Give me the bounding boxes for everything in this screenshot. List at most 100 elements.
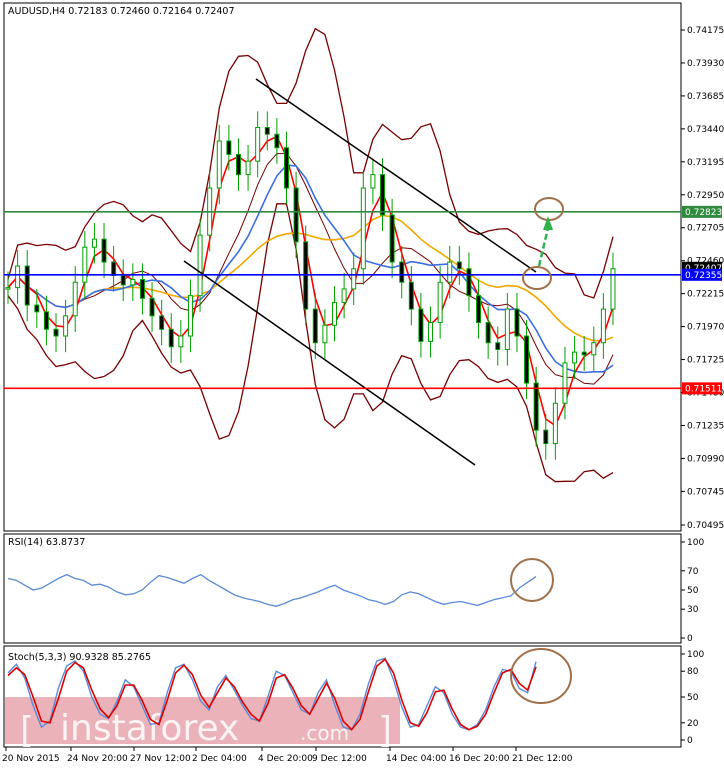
bollinger-upper-line — [7, 27, 614, 299]
candle-body — [351, 268, 357, 290]
channel-upper-line — [255, 78, 537, 273]
y-tick-label: 0.73195 — [687, 158, 724, 168]
candle-body — [111, 261, 117, 276]
rsi-y-tick-label: 70 — [687, 567, 699, 577]
stoch-y-tick-label: 80 — [687, 667, 699, 677]
candle-body — [418, 308, 424, 342]
y-tick-label: 0.71235 — [687, 421, 724, 431]
candle-body — [168, 328, 174, 348]
candle-body — [34, 304, 40, 313]
candle-body — [485, 322, 491, 344]
breakout-circle — [522, 266, 552, 290]
candle-body — [216, 140, 222, 189]
candle-body — [283, 147, 289, 189]
x-tick-label: 24 Nov 20:00 — [67, 754, 128, 764]
watermark-suffix: .com — [300, 721, 349, 745]
target-arrow-head — [543, 216, 553, 230]
moving-average-fast-line — [7, 135, 614, 427]
candle-body — [245, 160, 251, 176]
candle-body — [91, 238, 97, 248]
rsi-y-tick-label: 30 — [687, 605, 699, 615]
y-tick-label: 0.71725 — [687, 356, 724, 366]
candle-body — [187, 295, 193, 337]
candle-body — [476, 295, 482, 324]
candle-body — [341, 288, 347, 303]
y-tick-label: 0.70990 — [687, 454, 724, 464]
candle-body — [572, 351, 578, 364]
candle-body — [63, 315, 69, 337]
candle-body — [360, 187, 366, 270]
price-tag-box — [682, 205, 722, 218]
candle-body — [24, 265, 30, 306]
x-tick-label: 16 Dec 20:00 — [449, 754, 510, 764]
candle-body — [389, 214, 395, 263]
stoch-y-tick-label: 20 — [687, 719, 699, 729]
moving-average-slow-line — [7, 214, 614, 342]
stoch-main-line — [7, 657, 537, 731]
price-tag-box — [682, 268, 722, 281]
stoch-y-tick-label: 100 — [687, 650, 704, 660]
rsi-title: RSI(14) 63.8737 — [8, 537, 85, 548]
candle-body — [15, 265, 21, 289]
rsi-y-tick-label: 100 — [687, 538, 704, 548]
moving-average-mid-line — [7, 164, 614, 374]
candle-body — [591, 342, 597, 356]
channel-lower-line — [183, 260, 476, 466]
y-tick-label: 0.73440 — [687, 125, 724, 135]
x-tick-label: 27 Nov 12:00 — [130, 754, 191, 764]
candle-body — [322, 324, 328, 344]
candle-body — [533, 382, 539, 431]
candle-body — [235, 153, 241, 176]
x-tick-label: 14 Dec 04:00 — [386, 754, 447, 764]
candle-body — [5, 287, 11, 290]
candle-body — [82, 246, 88, 283]
y-tick-label: 0.72705 — [687, 224, 724, 234]
price-tag-label: 0.72355 — [685, 271, 722, 281]
watermark-bracket-right: ] — [378, 710, 392, 751]
main-panel — [3, 2, 682, 532]
candle-body — [120, 274, 126, 286]
candle-body — [274, 133, 280, 149]
candle-body — [312, 308, 318, 344]
x-tick-label: 4 Dec 20:00 — [258, 754, 313, 764]
x-tick-label: 2 Dec 04:00 — [192, 754, 247, 764]
y-tick-label: 0.70745 — [687, 487, 724, 497]
candle-body — [130, 279, 136, 286]
price-tag-label: 0.71511 — [685, 384, 722, 394]
x-tick-label: 21 Dec 12:00 — [512, 754, 573, 764]
y-tick-label: 0.74175 — [687, 26, 724, 36]
rsi-y-tick-label: 0 — [687, 634, 693, 644]
price-tag-label: 0.72823 — [685, 208, 722, 218]
candle-body — [466, 268, 472, 297]
candle-body — [543, 429, 549, 445]
candle-body — [428, 322, 434, 342]
y-tick-label: 0.70495 — [687, 521, 724, 531]
candle-body — [264, 127, 270, 135]
stoch-highlight-circle — [510, 648, 572, 704]
stoch-signal-line — [7, 657, 537, 731]
y-tick-label: 0.72215 — [687, 290, 724, 300]
candle-body — [437, 281, 443, 324]
candle-body — [408, 281, 414, 310]
candle-body — [504, 308, 510, 350]
rsi-line — [7, 573, 537, 607]
candle-body — [524, 335, 530, 384]
candle-body — [139, 279, 145, 299]
candle-body — [101, 238, 107, 263]
y-tick-label: 0.71970 — [687, 323, 724, 333]
candle-body — [332, 301, 337, 326]
candle-body — [456, 261, 462, 270]
candle-body — [581, 351, 587, 356]
rsi-panel — [3, 533, 682, 644]
chart-title: AUDUSD,H4 0.72183 0.72460 0.72164 0.7240… — [8, 6, 235, 17]
y-tick-label: 0.73930 — [687, 59, 724, 69]
candle-body — [197, 234, 203, 297]
candle-body — [149, 297, 155, 317]
x-tick-label: 20 Nov 2015 — [2, 754, 60, 764]
candle-body — [72, 281, 78, 317]
candle-body — [370, 174, 376, 189]
y-tick-label: 0.73685 — [687, 92, 724, 102]
candle-body — [552, 402, 558, 445]
candle-body — [226, 140, 232, 155]
candle-body — [399, 261, 405, 283]
